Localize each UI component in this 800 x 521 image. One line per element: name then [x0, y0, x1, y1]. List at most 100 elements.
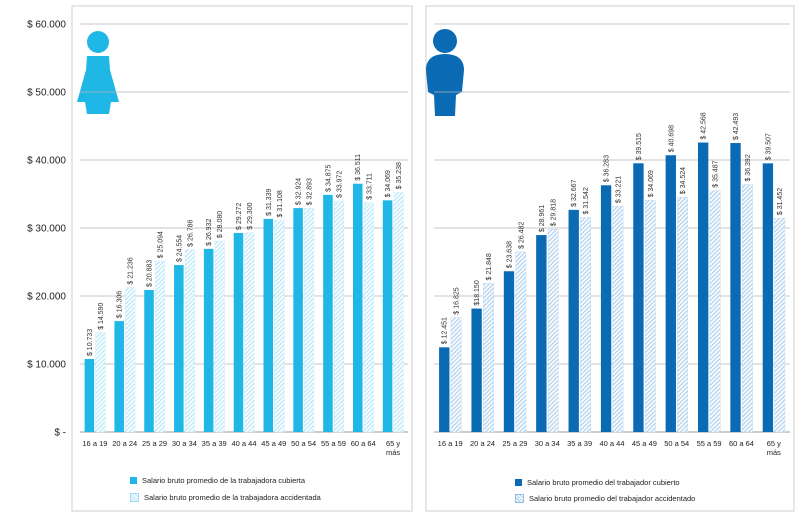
male-x-tick-label: 20 a 24 [470, 439, 495, 448]
female-covered-value-label: $ 16.306 [117, 291, 124, 318]
legend-item-female-covered: Salario bruto promedio de la trabajadora… [130, 476, 305, 485]
male-x-tick-label: 35 a 39 [567, 439, 592, 448]
female-covered-bar [352, 183, 363, 432]
female-covered-value-label: $ 34.875 [325, 164, 332, 191]
male-covered-bar [439, 347, 450, 432]
male-injured-bar [742, 184, 753, 433]
male-injured-bar [612, 205, 624, 433]
male-covered-value-label: $ 39.507 [765, 133, 772, 160]
y-tick-label: $ 50.000 [27, 88, 66, 99]
female-covered-bar [263, 218, 274, 432]
y-tick-label: $ 10.000 [27, 360, 66, 371]
female-injured-bar [304, 208, 315, 433]
female-x-tick-label: 65 y más [386, 439, 400, 457]
male-covered-value-label: $ 42.493 [733, 113, 740, 140]
male-panel-frame [425, 5, 795, 512]
y-tick-label: $ 40.000 [27, 156, 66, 167]
female-x-tick-label: 60 a 64 [351, 439, 376, 448]
male-x-tick-label: 40 a 44 [599, 439, 624, 448]
male-injured-value-label: $ 31.542 [583, 187, 590, 214]
female-x-tick-label: 16 a 19 [82, 439, 107, 448]
male-covered-bar [503, 271, 515, 432]
male-injured-value-label: $ 34.069 [648, 170, 655, 197]
legend-swatch-male-injured [515, 494, 524, 503]
legend-item-male-injured: Salario bruto promedio del trabajador ac… [515, 494, 695, 503]
female-injured-bar [363, 202, 374, 433]
legend-label-male-injured: Salario bruto promedio del trabajador ac… [529, 494, 696, 503]
female-covered-value-label: $ 10.733 [87, 329, 94, 356]
male-covered-value-label: $ 23.638 [506, 241, 513, 268]
female-covered-value-label: $ 32.924 [296, 178, 303, 205]
male-covered-bar [568, 209, 579, 432]
male-injured-value-label: $ 33.221 [615, 176, 622, 203]
male-covered-value-label: $ 32.667 [571, 180, 578, 207]
woman-icon [77, 31, 119, 114]
male-x-tick-label: 50 a 54 [664, 439, 689, 448]
female-covered-bar [114, 321, 124, 432]
legend-swatch-female-injured [130, 493, 139, 502]
female-x-tick-label: 30 a 34 [172, 439, 197, 448]
male-injured-bar [547, 229, 559, 433]
female-injured-value-label: $ 33.711 [366, 173, 373, 200]
female-x-tick-label: 45 a 49 [261, 439, 286, 448]
female-x-tick-label: 40 a 44 [231, 439, 256, 448]
female-injured-value-label: $ 32.893 [307, 178, 314, 205]
male-covered-value-label: $ 28.961 [539, 205, 546, 232]
female-covered-bar [323, 194, 333, 432]
male-x-tick-label: 25 a 29 [502, 439, 527, 448]
male-injured-value-label: $ 34.524 [680, 167, 687, 194]
female-covered-bar [382, 200, 393, 432]
female-covered-value-label: $ 20.883 [147, 260, 154, 287]
y-tick-label: $ 30.000 [27, 224, 66, 235]
y-tick-label: $ 20.000 [27, 292, 66, 303]
male-injured-bar [483, 283, 494, 433]
female-injured-bar [125, 287, 136, 433]
male-covered-bar [471, 308, 482, 432]
male-covered-bar [536, 235, 547, 432]
female-injured-bar [393, 192, 404, 433]
female-covered-value-label: $ 24.554 [176, 235, 183, 262]
legend-item-female-injured: Salario bruto promedio de la trabajadora… [130, 493, 321, 502]
male-injured-bar [709, 190, 721, 433]
female-x-tick-label: 35 a 39 [202, 439, 227, 448]
female-covered-bar [84, 359, 95, 432]
male-covered-bar [665, 155, 676, 432]
male-injured-value-label: $ 21.848 [486, 253, 493, 280]
female-injured-bar [214, 240, 225, 433]
female-covered-value-label: $ 29.272 [236, 203, 243, 230]
female-injured-bar [334, 200, 344, 433]
y-tick-label: $ 60.000 [27, 20, 66, 31]
male-injured-bar [450, 317, 462, 433]
male-x-tick-label: 60 a 64 [729, 439, 754, 448]
female-injured-bar [274, 220, 285, 433]
legend-label-female-covered: Salario bruto promedio de la trabajadora… [142, 476, 306, 485]
male-x-tick-label: 65 y más [767, 439, 781, 457]
female-injured-value-label: $ 21.236 [128, 257, 135, 284]
legend-item-male-covered: Salario bruto promedio del trabajador cu… [515, 478, 680, 487]
male-covered-value-label: $ 36.283 [604, 155, 611, 182]
male-injured-value-label: $ 16.825 [454, 287, 461, 314]
female-injured-value-label: $ 31.108 [277, 190, 284, 217]
female-panel-frame [71, 5, 413, 512]
male-covered-bar [762, 163, 774, 432]
female-covered-value-label: $ 31.339 [266, 189, 273, 216]
male-x-tick-label: 16 a 19 [438, 439, 463, 448]
male-injured-bar [580, 217, 591, 433]
male-injured-value-label: $ 26.482 [518, 222, 525, 249]
male-covered-value-label: $ 12.451 [442, 317, 449, 344]
male-covered-bar [600, 185, 612, 432]
female-injured-bar [244, 232, 255, 433]
female-covered-value-label: $ 34.069 [385, 170, 392, 197]
legend-label-female-injured: Salario bruto promedio de la trabajadora… [144, 493, 321, 502]
male-covered-value-label: $ 42.568 [701, 112, 708, 139]
female-covered-bar [293, 208, 303, 432]
male-x-tick-label: 45 a 49 [632, 439, 657, 448]
male-injured-value-label: $ 31.452 [777, 188, 784, 215]
female-covered-bar [174, 265, 184, 432]
legend-swatch-female-covered [130, 477, 137, 484]
male-injured-bar [774, 217, 786, 433]
female-injured-value-label: $ 26.786 [187, 220, 194, 247]
male-injured-bar [515, 251, 527, 433]
male-covered-bar [730, 143, 741, 432]
